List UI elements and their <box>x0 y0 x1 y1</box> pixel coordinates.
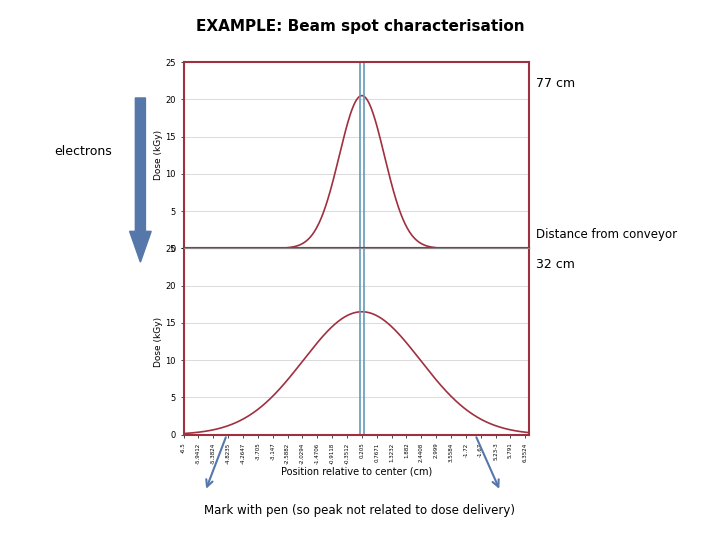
Text: 32 cm: 32 cm <box>536 258 575 271</box>
Text: 77 cm: 77 cm <box>536 77 575 90</box>
FancyArrow shape <box>130 98 151 262</box>
Text: EXAMPLE: Beam spot characterisation: EXAMPLE: Beam spot characterisation <box>196 19 524 34</box>
FancyArrow shape <box>670 496 692 522</box>
X-axis label: Position relative to center (cm): Position relative to center (cm) <box>281 467 432 476</box>
Text: Mark with pen (so peak not related to dose delivery): Mark with pen (so peak not related to do… <box>204 504 516 517</box>
Y-axis label: Dose (kGy): Dose (kGy) <box>153 316 163 367</box>
Text: electrons: electrons <box>54 145 112 158</box>
Y-axis label: Dose (kGy): Dose (kGy) <box>153 130 163 180</box>
Text: Distance from conveyor: Distance from conveyor <box>536 228 678 241</box>
